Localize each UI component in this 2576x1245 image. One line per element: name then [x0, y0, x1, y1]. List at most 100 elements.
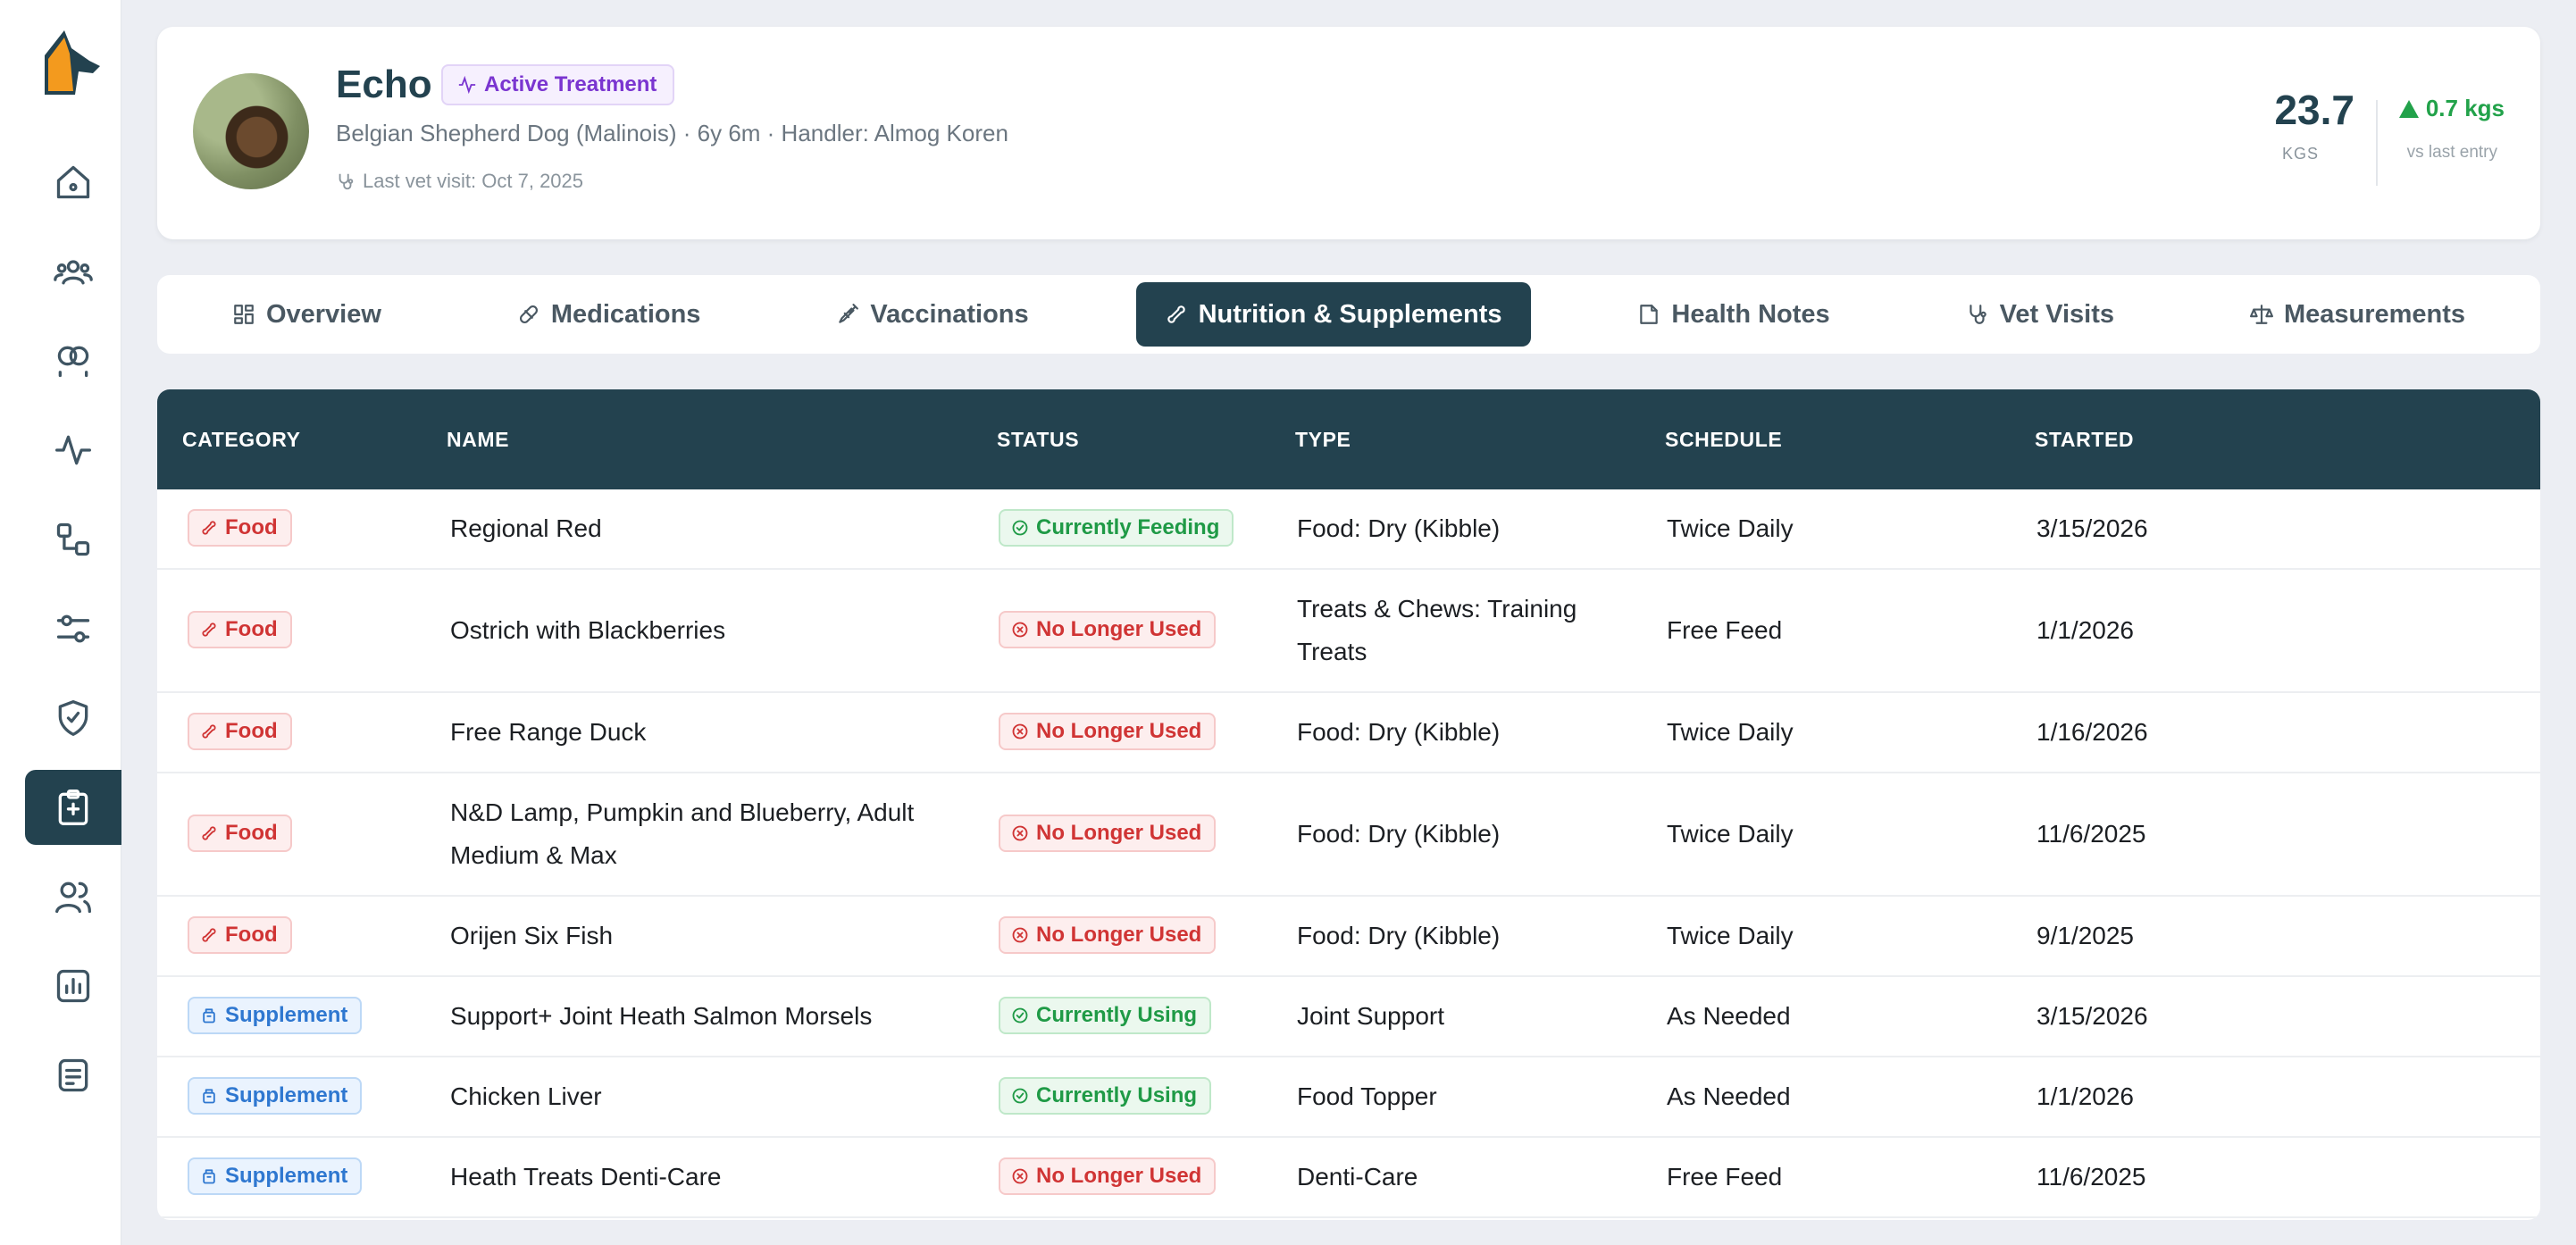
started-cell: 1/1/2026	[2037, 616, 2134, 644]
weight-value: 23.7	[2274, 87, 2354, 133]
tab-vet-visits[interactable]: Vet Visits	[1937, 282, 2143, 347]
schedule-cell: Twice Daily	[1667, 718, 1794, 746]
nav-sliders[interactable]	[25, 591, 121, 666]
status-cell: No Longer Used	[999, 813, 1217, 856]
x-circle-icon	[1012, 723, 1028, 739]
last-vet-visit: Last vet visit: Oct 7, 2025	[336, 170, 583, 193]
status-badge: Currently Using	[999, 1077, 1212, 1115]
type-cell: Food: Dry (Kibble)	[1297, 922, 1501, 949]
tab-medications[interactable]: Medications	[489, 282, 730, 347]
name-cell: Support+ Joint Heath Salmon Morsels	[450, 1002, 873, 1030]
status-label: No Longer Used	[1036, 719, 1202, 743]
activity-icon	[458, 75, 476, 95]
category-badge: Supplement	[188, 1077, 363, 1115]
nav-medical[interactable]	[25, 770, 121, 845]
bone-icon	[202, 724, 216, 739]
status-badge: Currently Using	[999, 997, 1212, 1034]
status-label: No Longer Used	[1036, 821, 1202, 845]
table-row[interactable]: Supplement Support+ Joint Heath Salmon Mo…	[157, 977, 2540, 1057]
status-label: Currently Feeding	[1036, 515, 1220, 539]
name-cell: Chicken Liver	[450, 1082, 602, 1110]
category-label: Supplement	[225, 1083, 348, 1107]
weight-divider	[2376, 100, 2378, 186]
name-cell: N&D Lamp, Pumpkin and Blueberry, Adult M…	[450, 798, 915, 869]
tab-health-notes[interactable]: Health Notes	[1609, 282, 1858, 347]
schedule-cell: Twice Daily	[1667, 922, 1794, 949]
last-vet-visit-text: Last vet visit: Oct 7, 2025	[363, 170, 584, 192]
status-badge: No Longer Used	[999, 713, 1217, 750]
status-cell: No Longer Used	[999, 609, 1217, 652]
tab-vaccinations[interactable]: Vaccinations	[807, 282, 1057, 347]
bone-icon	[1167, 305, 1185, 323]
nav-users[interactable]	[25, 859, 121, 934]
status-cell: Currently Feeding	[999, 507, 1234, 550]
category-label: Food	[225, 617, 278, 641]
schedule-cell: Twice Daily	[1667, 820, 1794, 848]
column-header-name[interactable]: NAME	[447, 427, 510, 451]
tab-measurements[interactable]: Measurements	[2221, 282, 2494, 347]
shield-icon	[58, 700, 88, 736]
table-row[interactable]: Supplement Chicken Liver Currently Using Fo…	[157, 1057, 2540, 1138]
status-cell: No Longer Used	[999, 711, 1217, 754]
x-circle-icon	[1012, 622, 1028, 638]
category-label: Supplement	[225, 1003, 348, 1027]
tab-label: Nutrition & Supplements	[1198, 299, 1502, 329]
nutrition-table: CATEGORY NAME STATUS TYPE SCHEDULE START…	[157, 389, 2540, 1220]
nav-team[interactable]	[25, 234, 121, 309]
table-row[interactable]: Food N&D Lamp, Pumpkin and Blueberry, Adu…	[157, 773, 2540, 897]
tab-label: Medications	[550, 299, 701, 329]
dog-logo[interactable]	[39, 25, 104, 96]
column-header-started[interactable]: STARTED	[2035, 427, 2135, 451]
column-header-schedule[interactable]: SCHEDULE	[1665, 427, 1783, 451]
nav-shield[interactable]	[25, 681, 121, 756]
x-circle-icon	[1012, 927, 1028, 943]
status-label: No Longer Used	[1036, 617, 1202, 641]
table-row[interactable]: Food Ostrich with Blackberries No Longer U…	[157, 570, 2540, 693]
column-header-type[interactable]: TYPE	[1295, 427, 1351, 451]
weight-unit: KGS	[2281, 145, 2319, 163]
table-row[interactable]: Food Free Range Duck No Longer Used Food: D…	[157, 693, 2540, 773]
sidebar	[0, 0, 121, 1245]
tab-nutrition[interactable]: Nutrition & Supplements	[1135, 282, 1531, 347]
note-icon	[1640, 305, 1659, 324]
pet-avatar[interactable]	[193, 73, 309, 189]
column-header-category[interactable]: CATEGORY	[182, 427, 301, 451]
status-badge: No Longer Used	[999, 1157, 1217, 1195]
x-circle-icon	[1012, 825, 1028, 841]
column-header-status[interactable]: STATUS	[997, 427, 1080, 451]
pet-header-card: Echo Active Treatment Belgian Shepherd D…	[157, 27, 2540, 239]
status-cell: Currently Using	[999, 995, 1212, 1038]
nav-activity[interactable]	[25, 413, 121, 488]
nav-chart[interactable]	[25, 948, 121, 1024]
category-badge: Food	[188, 509, 292, 547]
bone-icon	[202, 928, 216, 942]
status-label: Currently Using	[1036, 1083, 1198, 1107]
home-icon	[56, 165, 90, 199]
pet-name: Echo	[336, 63, 432, 106]
nav-flow[interactable]	[25, 502, 121, 577]
flow-icon	[56, 522, 90, 556]
category-label: Food	[225, 515, 278, 539]
nav-home[interactable]	[25, 145, 121, 220]
nav-document[interactable]	[25, 1038, 121, 1113]
status-cell: No Longer Used	[999, 1156, 1217, 1199]
nav-circles[interactable]	[25, 323, 121, 398]
table-row[interactable]: Food Orijen Six Fish No Longer Used Food: D…	[157, 897, 2540, 977]
status-badge: No Longer Used	[999, 916, 1217, 954]
table-row[interactable]: Food Regional Red Currently Feeding Food: D…	[157, 489, 2540, 570]
bone-icon	[202, 826, 216, 840]
supplement-bottle-icon	[203, 1089, 215, 1104]
started-cell: 9/1/2025	[2037, 922, 2134, 949]
users-icon	[55, 882, 91, 914]
table-row[interactable]: Supplement Heath Treats Denti-Care No Long…	[157, 1138, 2540, 1218]
table-header: CATEGORY NAME STATUS TYPE SCHEDULE START…	[157, 389, 2540, 489]
grid-icon	[234, 305, 254, 324]
started-cell: 11/6/2025	[2037, 1163, 2146, 1191]
tab-overview[interactable]: Overview	[204, 282, 410, 347]
team-icon	[54, 260, 93, 285]
stethoscope-icon	[1969, 305, 1986, 324]
category-badge: Food	[188, 916, 292, 954]
name-cell: Free Range Duck	[450, 718, 647, 746]
name-cell: Heath Treats Denti-Care	[450, 1163, 722, 1191]
schedule-cell: Twice Daily	[1667, 514, 1794, 542]
